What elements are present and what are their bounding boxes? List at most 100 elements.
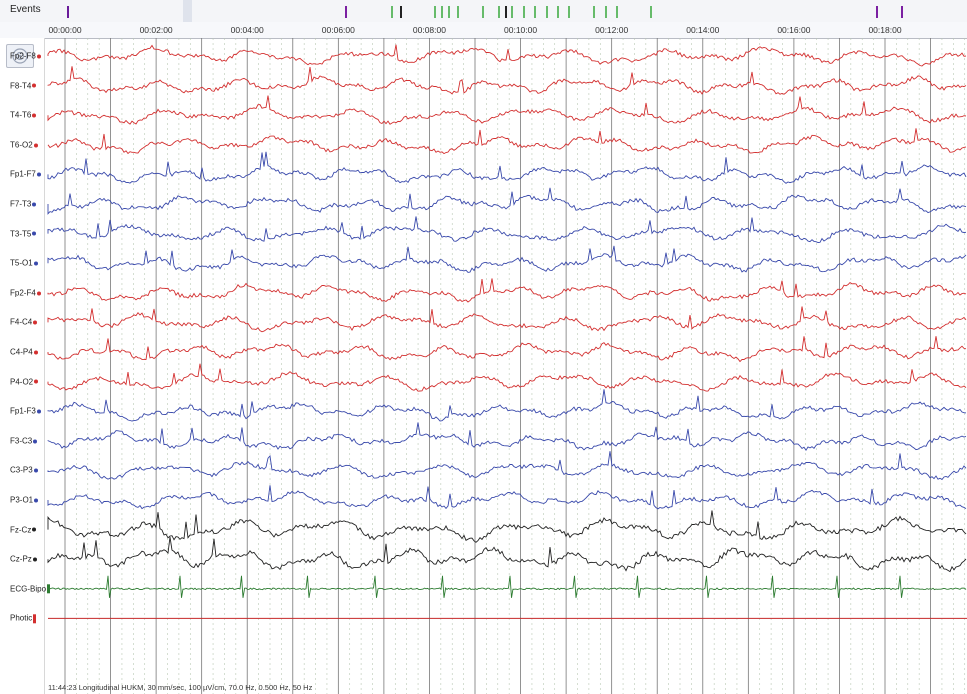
event-marker[interactable]	[616, 6, 619, 18]
channel-trace	[47, 363, 967, 392]
channel-color-dot	[33, 468, 38, 473]
event-marker[interactable]	[522, 6, 525, 18]
channel-trace	[47, 389, 967, 422]
channel-trace	[47, 306, 967, 333]
event-marker[interactable]	[568, 6, 571, 18]
channel-name: Fp2-F8	[10, 51, 36, 61]
target-icon	[12, 48, 28, 64]
channel-color-dot	[32, 202, 37, 207]
channel-label[interactable]: Fp2-F4	[10, 288, 41, 297]
channel-label[interactable]: F8-T4	[10, 81, 37, 91]
channel-label[interactable]: T5-O1	[10, 259, 38, 268]
channel-trace	[47, 336, 967, 363]
event-marker[interactable]	[440, 6, 443, 18]
channel-color-dot	[32, 231, 37, 236]
channel-color-dot	[32, 83, 37, 88]
channel-trace	[47, 95, 967, 125]
event-marker[interactable]	[399, 6, 402, 18]
channel-color-dot	[33, 261, 38, 266]
channel-label[interactable]: Fp1-F3	[10, 407, 41, 416]
channel-name: T6-O2	[10, 140, 33, 150]
channel-label[interactable]: C4-P4	[10, 348, 38, 357]
channel-label[interactable]: T6-O2	[10, 140, 38, 149]
event-marker[interactable]	[545, 6, 548, 18]
event-marker[interactable]	[456, 6, 459, 18]
channel-color-dot	[36, 291, 41, 296]
channel-name: C4-P4	[10, 347, 33, 357]
time-ruler[interactable]: 00:00:00 00:02:00 00:04:00 00:06:00 00:08:00…	[0, 22, 967, 39]
channel-label[interactable]: F3-C3	[10, 436, 38, 445]
channel-color-dot	[32, 113, 37, 118]
channel-name: P4-O2	[10, 377, 34, 387]
channel-name: T3-T5	[10, 229, 32, 239]
channel-color-dot	[36, 54, 41, 59]
status-text: 11:44:23 Longitudinal HUKM, 30 mm/sec, 1…	[48, 683, 313, 692]
channel-name: P3-O1	[10, 495, 34, 505]
channel-name: T5-O1	[10, 258, 33, 268]
channel-color-dot	[34, 379, 39, 384]
channel-label[interactable]: P4-O2	[10, 377, 39, 387]
channel-name: Photic	[10, 613, 33, 623]
channel-name: F8-T4	[10, 81, 32, 91]
channel-trace	[47, 537, 967, 573]
channel-trace	[47, 44, 967, 67]
event-marker[interactable]	[504, 6, 507, 18]
event-marker[interactable]	[390, 6, 393, 18]
event-marker[interactable]	[67, 6, 70, 18]
channel-color-dot	[33, 614, 37, 624]
event-marker[interactable]	[481, 6, 484, 18]
channel-name: Fp1-F7	[10, 169, 36, 179]
montage-button[interactable]	[6, 44, 34, 68]
event-marker[interactable]	[900, 6, 903, 18]
event-marker[interactable]	[875, 6, 878, 18]
channel-color-dot	[36, 172, 41, 177]
channel-label[interactable]: F7-T3	[10, 200, 37, 209]
event-marker[interactable]	[447, 6, 450, 18]
channel-color-dot	[32, 557, 37, 562]
event-marker[interactable]	[604, 6, 607, 18]
event-marker[interactable]	[534, 6, 537, 18]
channel-color-dot	[47, 584, 51, 594]
event-marker[interactable]	[345, 6, 348, 18]
channel-name: Fp2-F4	[10, 288, 36, 298]
event-marker[interactable]	[497, 6, 500, 18]
channel-label[interactable]: Cz-Pz	[10, 555, 37, 564]
channel-trace	[47, 245, 967, 273]
channel-label-panel	[0, 38, 45, 694]
time-label: 00:12:00	[595, 25, 629, 35]
channel-name: Fp1-F3	[10, 406, 36, 416]
channel-name: Fz-Cz	[10, 525, 32, 535]
channel-color-dot	[33, 439, 38, 444]
channel-name: F4-C4	[10, 317, 33, 327]
channel-label[interactable]: Fz-Cz	[10, 525, 37, 535]
event-marker[interactable]	[557, 6, 559, 18]
event-marker[interactable]	[593, 6, 596, 18]
channel-name: C3-P3	[10, 465, 33, 475]
time-label: 00:06:00	[321, 25, 355, 35]
channel-label[interactable]: Fp2-F8	[10, 52, 41, 61]
channel-label[interactable]: T4-T6	[10, 110, 37, 120]
channel-label[interactable]: ECG-Bipo	[10, 584, 51, 594]
channel-trace	[47, 575, 967, 598]
channel-label[interactable]: P3-O1	[10, 495, 39, 505]
time-label: 00:14:00	[686, 25, 720, 35]
channel-label[interactable]: C3-P3	[10, 466, 38, 475]
channel-name: Cz-Pz	[10, 554, 32, 564]
channel-color-dot	[36, 409, 41, 414]
event-marker[interactable]	[434, 6, 436, 18]
channel-label[interactable]: Fp1-F7	[10, 170, 41, 179]
channel-color-dot	[32, 527, 37, 532]
event-marker[interactable]	[511, 6, 514, 18]
events-label: Events	[10, 4, 41, 15]
channel-trace	[47, 451, 967, 481]
channel-color-dot	[33, 143, 38, 148]
time-label: 00:02:00	[139, 25, 173, 35]
channel-trace	[47, 216, 967, 243]
channel-label[interactable]: Photic	[10, 613, 37, 624]
channel-label[interactable]: T3-T5	[10, 229, 37, 239]
channel-label[interactable]: F4-C4	[10, 317, 38, 327]
event-marker[interactable]	[650, 6, 653, 18]
channel-name: T4-T6	[10, 110, 32, 120]
event-marker[interactable]	[183, 0, 193, 36]
